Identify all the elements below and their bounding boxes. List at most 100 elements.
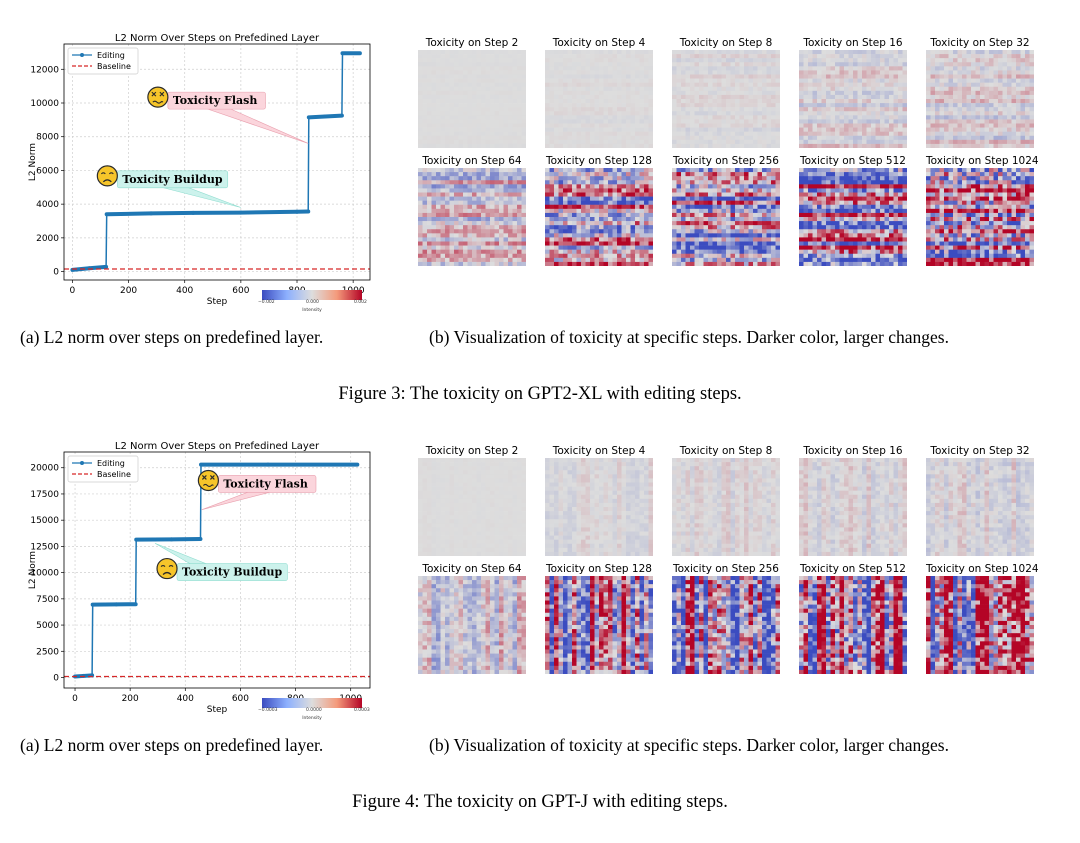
heatmap-cell	[708, 54, 713, 59]
heatmap-cell	[817, 70, 822, 75]
heatmap-cell	[848, 204, 854, 210]
heatmap-cell	[445, 66, 450, 71]
heatmap-cell	[676, 94, 682, 100]
heatmap-cell	[639, 123, 645, 128]
heatmap-cell	[545, 127, 550, 132]
heatmap-cell	[853, 172, 858, 177]
heatmap-cell	[635, 70, 640, 75]
heatmap-cell	[948, 111, 954, 116]
heatmap-cell	[708, 131, 713, 137]
heatmap-cell	[803, 99, 809, 104]
heatmap-cell	[944, 66, 949, 71]
heatmap-cell	[1002, 123, 1008, 128]
heatmap-cell	[703, 172, 709, 177]
heatmap-cell	[549, 200, 555, 206]
heatmap-cell	[984, 107, 990, 112]
heatmap-cell	[726, 176, 731, 181]
heatmap-cell	[699, 123, 704, 128]
heatmap-cell	[708, 180, 713, 185]
heatmap-cell	[803, 135, 809, 141]
heatmap-cell	[445, 99, 450, 104]
heatmap-cell	[481, 225, 486, 230]
heatmap-cell	[558, 249, 564, 255]
heatmap-cell	[440, 115, 446, 120]
heatmap-cell	[735, 241, 740, 246]
heatmap-cell	[735, 123, 740, 128]
heatmap-cell	[839, 192, 845, 197]
heatmap-cell	[685, 111, 691, 116]
heatmap-cell	[748, 172, 754, 177]
heatmap-cell	[454, 217, 459, 222]
heatmap-cell	[998, 127, 1003, 132]
heatmap-cell	[726, 111, 731, 116]
heatmap-cell	[835, 99, 840, 104]
heatmap-cell	[826, 94, 831, 100]
heatmap-cell	[857, 50, 863, 55]
heatmap-cell	[902, 74, 907, 79]
heatmap-cell	[848, 139, 854, 145]
heatmap-cell	[549, 257, 555, 263]
heatmap-cell	[590, 143, 595, 148]
heatmap-cell	[476, 249, 482, 255]
heatmap-cell	[839, 70, 845, 75]
heatmap-cell	[476, 221, 482, 226]
heatmap-cell	[766, 212, 772, 218]
heatmap-cell	[694, 217, 700, 222]
heatmap-cell	[1025, 82, 1030, 88]
heatmap-cell	[481, 180, 486, 185]
heatmap-cell	[926, 107, 931, 112]
heatmap-cell	[672, 127, 677, 132]
heatmap-cell	[939, 78, 945, 83]
heatmap-cell	[739, 200, 745, 206]
heatmap-cell	[445, 131, 450, 137]
heatmap-cell	[621, 217, 627, 222]
heatmap-cell	[630, 127, 636, 132]
heatmap-cell	[957, 131, 963, 137]
heatmap-cell	[939, 127, 945, 132]
heatmap-cell	[472, 253, 477, 259]
heatmap-cell	[930, 131, 936, 137]
heatmap-cell	[812, 115, 818, 120]
emoji-mouth	[152, 100, 164, 104]
heatmap-cell	[739, 70, 745, 75]
heatmap-cell	[467, 237, 473, 242]
heatmap-cell	[617, 237, 622, 242]
heatmap-cell	[617, 86, 622, 92]
heatmap-cell	[594, 204, 600, 210]
heatmap-cell	[685, 253, 691, 259]
heatmap-cell	[844, 99, 849, 104]
heatmap-cell	[808, 99, 813, 104]
heatmap-cell	[508, 62, 513, 67]
heatmap-cell	[730, 172, 736, 177]
heatmap-cell	[694, 70, 700, 75]
heatmap-cell	[1025, 54, 1030, 59]
heatmap-cell	[880, 103, 885, 108]
heatmap-cell	[712, 66, 718, 71]
heatmap-cell	[440, 99, 446, 104]
heatmap-cell	[935, 54, 940, 59]
heatmap-cell	[957, 66, 963, 71]
heatmap-cell	[953, 139, 958, 145]
heatmap-cell	[753, 82, 758, 88]
heatmap-cell	[494, 261, 500, 266]
heatmap-cell	[848, 107, 854, 112]
heatmap-cell	[672, 257, 677, 263]
heatmap-cell	[512, 257, 518, 263]
heatmap-cell	[635, 241, 640, 246]
heatmap-cell	[639, 192, 645, 197]
heatmap-cell	[621, 188, 627, 193]
heatmap-cell	[626, 221, 631, 226]
heatmap-cell	[708, 184, 713, 189]
heatmap-cell	[454, 249, 459, 255]
heatmap-cell	[717, 233, 722, 238]
heatmap-cell	[830, 168, 836, 173]
heatmap-cell	[739, 257, 745, 263]
heatmap-cell	[681, 82, 686, 88]
heatmap-cell	[594, 70, 600, 75]
heatmap-cell	[617, 123, 622, 128]
heatmap-cell	[889, 176, 894, 181]
heatmap-cell	[617, 176, 622, 181]
heatmap-cell	[690, 78, 695, 83]
heatmap-cell	[803, 62, 809, 67]
heatmap-cell	[902, 115, 907, 120]
